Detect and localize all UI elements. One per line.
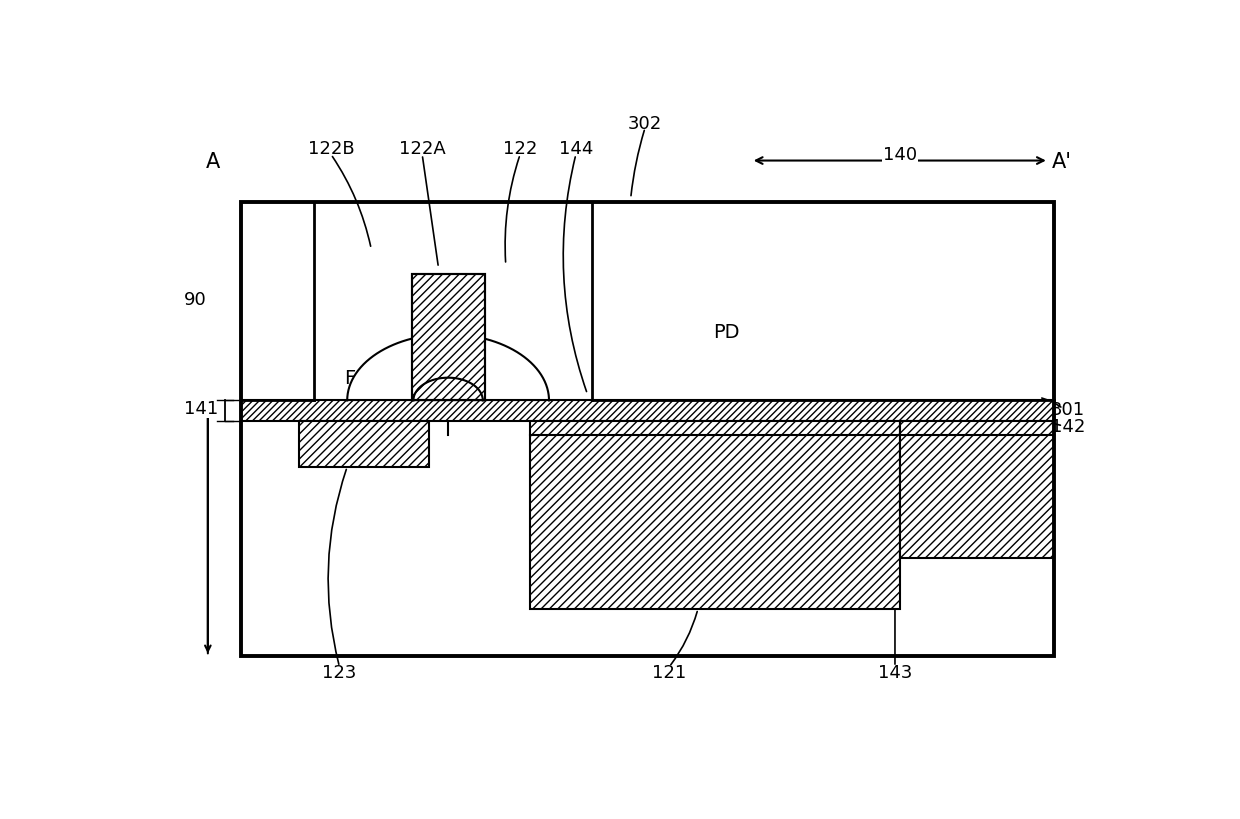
Text: 141: 141 bbox=[184, 400, 218, 418]
Bar bbox=[900, 421, 1054, 559]
Text: 122A: 122A bbox=[399, 140, 445, 158]
Bar bbox=[299, 421, 429, 467]
Text: 142: 142 bbox=[1050, 417, 1085, 435]
Text: 90: 90 bbox=[184, 291, 207, 309]
Bar bbox=[242, 401, 1054, 421]
Bar bbox=[242, 401, 1054, 421]
Text: A': A' bbox=[1053, 152, 1073, 171]
Text: 121: 121 bbox=[652, 663, 686, 681]
Bar bbox=[412, 275, 485, 401]
Text: 122: 122 bbox=[503, 140, 537, 158]
Bar bbox=[529, 421, 900, 609]
Bar bbox=[529, 421, 900, 609]
Text: 302: 302 bbox=[627, 115, 662, 133]
Text: A: A bbox=[206, 152, 219, 171]
Bar bbox=[900, 421, 1054, 559]
Text: 122B: 122B bbox=[308, 140, 355, 158]
Text: 144: 144 bbox=[559, 140, 593, 158]
Bar bbox=[242, 202, 1054, 656]
Text: FD: FD bbox=[343, 369, 370, 387]
Bar bbox=[242, 202, 1054, 656]
Text: 123: 123 bbox=[322, 663, 357, 681]
Text: 143: 143 bbox=[878, 663, 913, 681]
Polygon shape bbox=[413, 378, 482, 401]
Bar bbox=[412, 275, 485, 401]
Bar bbox=[412, 275, 485, 401]
Text: PD: PD bbox=[713, 322, 740, 341]
Bar bbox=[299, 421, 429, 467]
Text: 301: 301 bbox=[1050, 400, 1085, 419]
Polygon shape bbox=[347, 335, 549, 401]
Text: 140: 140 bbox=[883, 146, 916, 164]
